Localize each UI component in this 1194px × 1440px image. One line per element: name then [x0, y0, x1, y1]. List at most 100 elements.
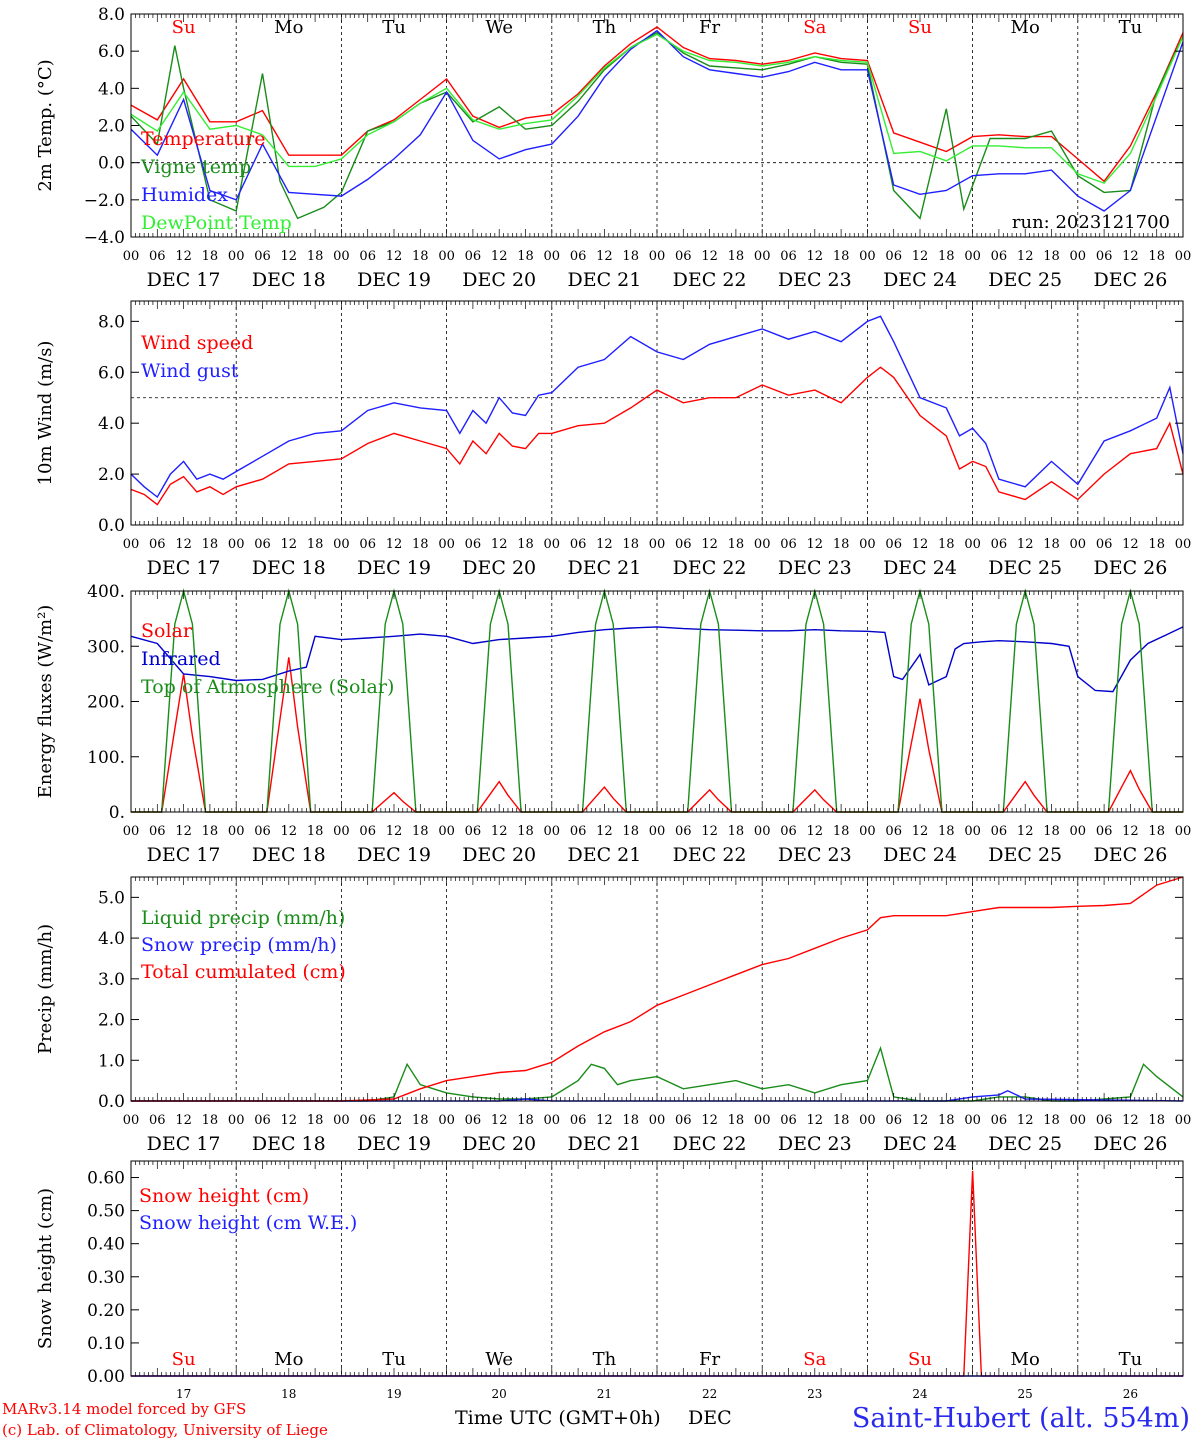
hour-label: 18: [412, 249, 429, 264]
hour-label: 00: [228, 537, 245, 552]
day-label: DEC 21: [567, 844, 641, 866]
weekday-label: Mo: [274, 1349, 303, 1370]
hour-label: 12: [807, 824, 824, 839]
hour-label: 00: [649, 537, 666, 552]
weekday-label: Mo: [1011, 17, 1040, 38]
y-tick-label: 200.: [87, 693, 125, 713]
hour-label: 00: [123, 249, 140, 264]
weekday-label: Th: [593, 17, 617, 38]
hour-label: 06: [149, 249, 166, 264]
day-label: DEC 24: [883, 557, 957, 579]
hour-label: 00: [859, 249, 876, 264]
plot-frame: [130, 300, 1184, 526]
panel-2: 8.0 6.0 4.0 2.0 0.0 10m Wind (m/s) Wind speed W…: [35, 300, 1192, 579]
hour-label: 06: [991, 249, 1008, 264]
weekday-label: Su: [172, 1349, 196, 1370]
weekday-label: Tu: [1119, 1349, 1143, 1370]
hour-label: 06: [675, 537, 692, 552]
hour-label: 00: [1175, 249, 1192, 264]
y-axis-label: Precip (mm/h): [35, 924, 56, 1054]
hour-label: 18: [517, 824, 534, 839]
hour-label: 18: [202, 824, 219, 839]
hour-label: 12: [596, 537, 613, 552]
hour-label: 00: [754, 824, 771, 839]
day-label: DEC 23: [778, 1133, 852, 1155]
hour-label: 12: [807, 249, 824, 264]
y-tick-label: 3.0: [98, 970, 125, 990]
hour-label: 18: [1148, 1113, 1165, 1128]
hour-label: 06: [465, 1113, 482, 1128]
legend-entry: Humidex: [141, 184, 228, 206]
hour-label: 06: [991, 1113, 1008, 1128]
hour-label: 18: [938, 1113, 955, 1128]
y-tick-label: 0.: [109, 803, 125, 823]
legend-entry: Liquid precip (mm/h): [141, 907, 345, 929]
hour-label: 00: [333, 1113, 350, 1128]
hour-label: 06: [254, 824, 271, 839]
legend-entry: Wind speed: [141, 332, 253, 354]
hour-label: 06: [570, 249, 587, 264]
hour-label: 00: [544, 537, 561, 552]
legend-entry: Wind gust: [141, 360, 239, 382]
y-tick-label: 0.0: [98, 516, 125, 536]
hour-label: 06: [359, 1113, 376, 1128]
y-tick-label: 0.10: [87, 1334, 125, 1354]
legend-entry: Snow precip (mm/h): [141, 934, 337, 956]
y-axis-label: 10m Wind (m/s): [35, 341, 56, 486]
hour-label: 18: [622, 824, 639, 839]
hour-label: 12: [701, 537, 718, 552]
hour-label: 18: [833, 1113, 850, 1128]
day-number: 26: [1123, 1387, 1138, 1401]
hour-label: 12: [175, 249, 192, 264]
hour-label: 00: [649, 249, 666, 264]
weekday-label: Su: [908, 17, 932, 38]
hour-label: 06: [359, 249, 376, 264]
y-tick-label: 300.: [87, 637, 125, 657]
hour-label: 06: [885, 249, 902, 264]
hour-label: 00: [964, 1113, 981, 1128]
hour-label: 12: [701, 1113, 718, 1128]
legend-entry: Vigne temp: [140, 156, 251, 178]
hour-label: 06: [465, 249, 482, 264]
legend-entry: Snow height (cm): [139, 1185, 309, 1207]
hour-label: 18: [728, 249, 745, 264]
hour-label: 00: [1175, 537, 1192, 552]
day-label: DEC 22: [673, 844, 747, 866]
y-tick-label: 4.0: [98, 414, 125, 434]
day-number: 19: [386, 1387, 401, 1401]
hour-label: 12: [175, 1113, 192, 1128]
hour-label: 12: [912, 1113, 929, 1128]
day-label: DEC 20: [462, 269, 536, 291]
hour-label: 12: [1017, 1113, 1034, 1128]
weekday-label: Sa: [803, 1349, 826, 1370]
y-tick-label: 2.0: [98, 465, 125, 485]
hour-label: 18: [412, 824, 429, 839]
hour-label: 06: [149, 1113, 166, 1128]
hour-label: 18: [412, 1113, 429, 1128]
y-tick-label: 0.0: [98, 154, 125, 174]
day-label: DEC 19: [357, 1133, 431, 1155]
hour-label: 12: [1017, 824, 1034, 839]
panel-5: 0.60 0.50 0.40 0.30 0.20 0.10 0.00 Snow height …: [35, 1160, 1184, 1401]
hour-label: 12: [386, 1113, 403, 1128]
weekday-label: We: [485, 17, 513, 38]
hour-label: 12: [596, 1113, 613, 1128]
hour-label: 12: [491, 1113, 508, 1128]
hour-label: 00: [1070, 249, 1087, 264]
hour-label: 00: [1070, 824, 1087, 839]
hour-label: 12: [807, 1113, 824, 1128]
hour-label: 06: [675, 249, 692, 264]
hour-label: 00: [1070, 537, 1087, 552]
hour-label: 18: [833, 249, 850, 264]
day-label: DEC 24: [883, 1133, 957, 1155]
hour-label: 12: [1122, 1113, 1139, 1128]
hour-label: 12: [386, 249, 403, 264]
hour-label: 18: [728, 824, 745, 839]
day-label: DEC 22: [673, 557, 747, 579]
series-line: [130, 366, 1184, 506]
hour-label: 12: [1122, 249, 1139, 264]
day-label: DEC 18: [252, 1133, 326, 1155]
day-label: DEC 18: [252, 269, 326, 291]
day-label: DEC 25: [988, 1133, 1062, 1155]
hour-label: 12: [1122, 537, 1139, 552]
